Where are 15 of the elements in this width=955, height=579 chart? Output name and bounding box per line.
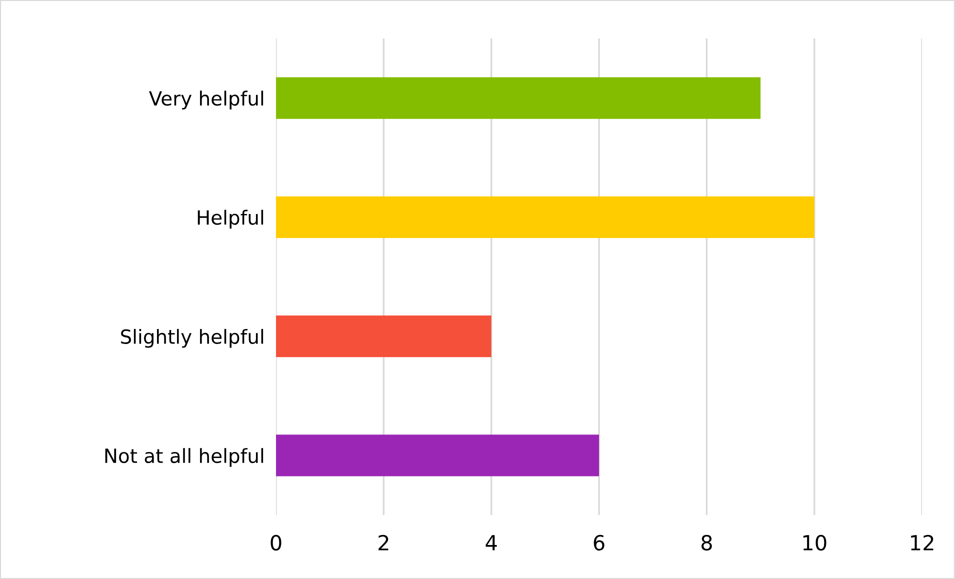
- bar: [276, 196, 814, 238]
- y-tick-label: Very helpful: [148, 90, 264, 110]
- y-tick-label: Not at all helpful: [105, 448, 264, 467]
- x-tick-label: 10: [803, 534, 826, 551]
- bar: [276, 315, 492, 358]
- x-tick-label: 4: [486, 535, 497, 550]
- bar: [276, 434, 600, 476]
- x-tick-label: 12: [911, 534, 934, 550]
- x-tick-label: 6: [594, 534, 604, 551]
- bar: [276, 77, 761, 119]
- y-tick-label: Slightly helpful: [121, 328, 264, 348]
- x-tick-label: 0: [270, 534, 282, 551]
- x-tick-label: 8: [701, 534, 712, 551]
- y-tick-label: Helpful: [198, 210, 264, 229]
- x-tick-label: 2: [378, 534, 388, 550]
